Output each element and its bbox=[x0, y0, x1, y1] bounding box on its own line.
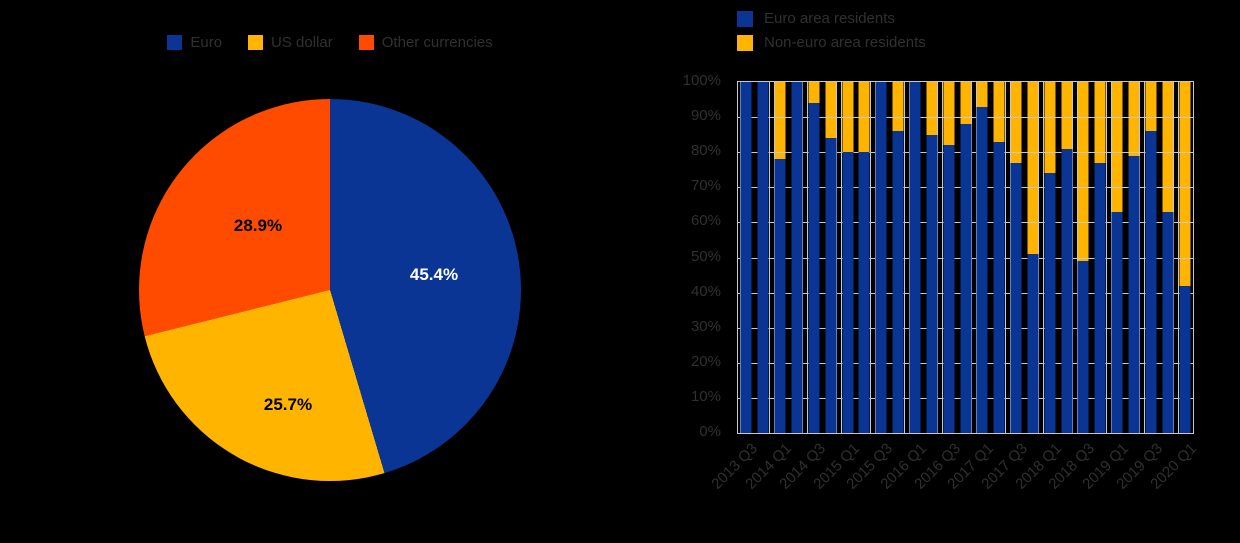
bar-resident-2018 Q2 bbox=[1061, 148, 1073, 433]
pie-legend: Euro US dollar Other currencies bbox=[0, 34, 660, 51]
bar-legend-label-nonresidents: Non-euro area residents bbox=[764, 34, 926, 51]
pie-legend-item-euro: Euro bbox=[167, 34, 222, 51]
bar-resident-2016 Q4 bbox=[960, 124, 971, 433]
pie-legend-item-other: Other currencies bbox=[358, 34, 493, 51]
bar-resident-2015 Q4 bbox=[892, 131, 904, 433]
bar-resident-2019 Q1 bbox=[1111, 211, 1123, 433]
bar-resident-2014 Q3 bbox=[808, 103, 820, 433]
bar-resident-2014 Q4 bbox=[825, 138, 837, 433]
y-tick-40%: 40% bbox=[690, 282, 721, 300]
bar-plot bbox=[737, 81, 1194, 434]
bar-resident-2017 Q3 bbox=[1010, 162, 1022, 433]
non-euro-area-residents-swatch-icon bbox=[737, 34, 753, 51]
y-tick-80%: 80% bbox=[690, 142, 721, 160]
bar-resident-2020 Q1 bbox=[1179, 285, 1191, 433]
bars-resident-layer bbox=[738, 82, 1193, 433]
bar-resident-2019 Q4 bbox=[1162, 211, 1174, 433]
y-tick-50%: 50% bbox=[690, 247, 721, 265]
y-tick-0%: 0% bbox=[699, 423, 721, 440]
bar-resident-2014 Q1 bbox=[774, 159, 786, 433]
pie-legend-item-usd: US dollar bbox=[248, 34, 333, 51]
y-tick-20%: 20% bbox=[690, 352, 721, 370]
bar-resident-2016 Q2 bbox=[926, 134, 938, 433]
euro-swatch-icon bbox=[167, 35, 183, 50]
pie-legend-label-euro: Euro bbox=[190, 34, 223, 51]
y-tick-70%: 70% bbox=[690, 177, 721, 195]
bar-resident-2019 Q3 bbox=[1145, 131, 1157, 433]
pie-chart: Euro US dollar Other currencies 45.4% 25… bbox=[0, 34, 660, 481]
bar-resident-2016 Q1 bbox=[909, 82, 921, 433]
y-axis-labels: 100% 90% 80% 70% 60% 50% 40% 30% 20% 10% 0% bbox=[639, 72, 729, 440]
pie-graphic: 45.4% 25.7% 28.9% bbox=[139, 99, 521, 481]
y-tick-10%: 10% bbox=[690, 387, 721, 405]
x-axis-labels: 2013 Q3 2014 Q1 2014 Q3 2015 Q1 2015 Q3 2016 … bbox=[709, 432, 1200, 542]
bar-resident-2018 Q4 bbox=[1094, 162, 1106, 433]
bar-resident-2013 Q3 bbox=[740, 82, 752, 433]
pie-value-label-usd: 25.7% bbox=[263, 395, 313, 414]
pie-value-label-euro: 45.4% bbox=[409, 265, 459, 284]
bar-resident-2014 Q2 bbox=[791, 82, 803, 433]
bar-resident-2015 Q1 bbox=[842, 152, 854, 433]
y-tick-60%: 60% bbox=[690, 212, 721, 230]
bar-resident-2015 Q3 bbox=[875, 82, 887, 433]
pie-legend-label-other: Other currencies bbox=[381, 34, 493, 51]
bar-resident-2016 Q3 bbox=[943, 145, 955, 433]
bar-resident-2013 Q4 bbox=[757, 82, 769, 433]
pie-legend-label-usd: US dollar bbox=[271, 34, 333, 51]
usd-swatch-icon bbox=[248, 35, 264, 50]
y-tick-90%: 90% bbox=[690, 107, 721, 125]
euro-area-residents-swatch-icon bbox=[737, 10, 753, 27]
bar-resident-2017 Q1 bbox=[976, 106, 988, 433]
bar-resident-2018 Q3 bbox=[1077, 261, 1089, 433]
bar-resident-2015 Q2 bbox=[858, 152, 870, 433]
pie-value-label-other: 28.9% bbox=[233, 216, 283, 235]
other-currencies-swatch-icon bbox=[358, 35, 374, 50]
y-tick-100%: 100% bbox=[682, 72, 721, 89]
y-tick-30%: 30% bbox=[690, 317, 721, 335]
bar-resident-2017 Q4 bbox=[1027, 254, 1039, 433]
bar-legend-item-nonresidents: Non-euro area residents bbox=[737, 34, 926, 51]
bar-legend-label-residents: Euro area residents bbox=[764, 10, 895, 27]
bar-resident-2017 Q2 bbox=[993, 141, 1005, 433]
bar-legend-item-residents: Euro area residents bbox=[737, 10, 926, 27]
bar-resident-2019 Q2 bbox=[1128, 155, 1140, 433]
bar-resident-2018 Q1 bbox=[1044, 173, 1056, 433]
bar-legend: Euro area residents Non-euro area reside… bbox=[737, 10, 926, 51]
